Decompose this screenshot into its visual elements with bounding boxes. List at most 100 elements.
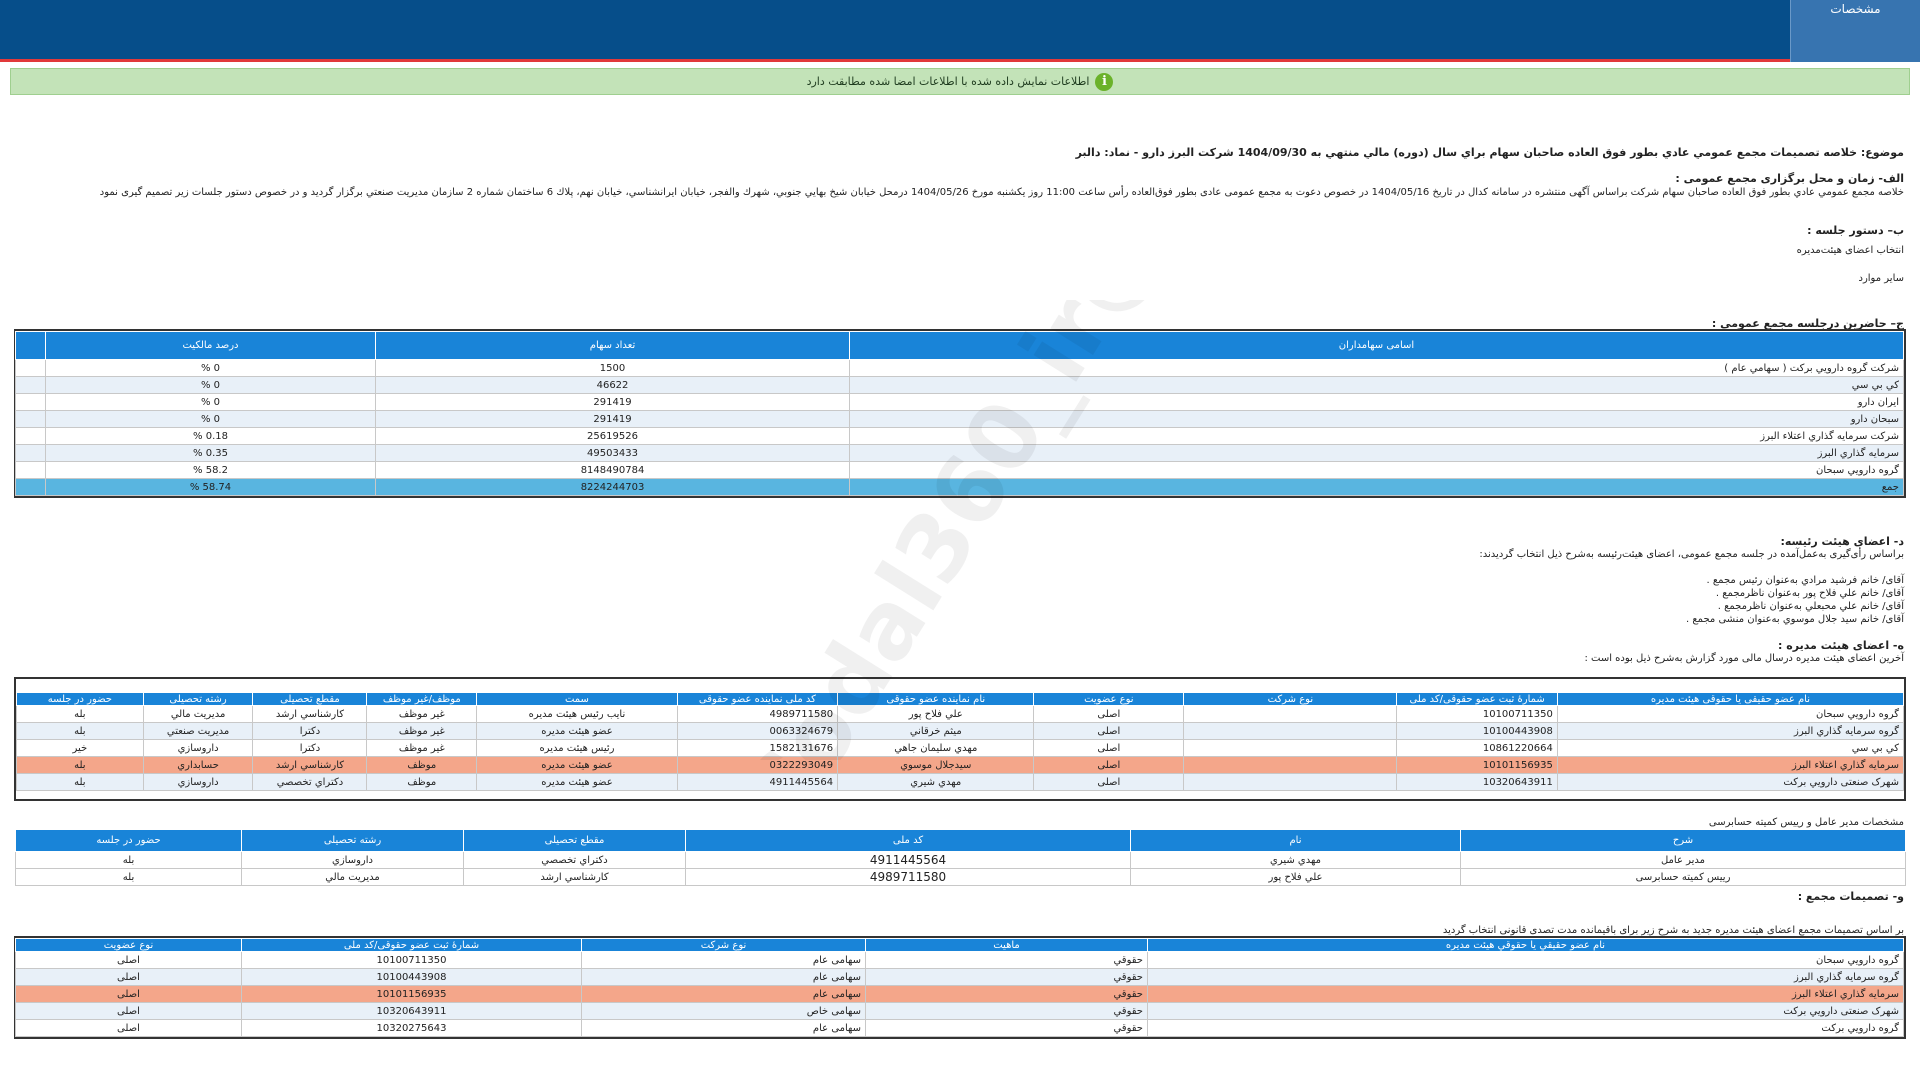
member-name: سرمايه گذاري اعتلاء البرز (1147, 985, 1904, 1003)
representative-name: علي فلاح پور (837, 705, 1035, 723)
verification-notice: i اطلاعات نمایش داده شده با اطلاعات امضا… (10, 68, 1910, 95)
ceo-audit-table: شرح نام کد ملی مقطع تحصیلی رشته تحصیلی ح… (15, 829, 1906, 886)
member-name: گروه سرمايه گذاري البرز (1147, 968, 1904, 986)
attendance: بله (16, 705, 144, 723)
member-id: 10100711350 (241, 951, 582, 969)
total-row: جمع 8224244703 58.74 % (15, 478, 1904, 496)
table-row: شهرک صنعتی دارويي برکت حقوقي سهامی خاص 1032… (15, 1002, 1904, 1020)
col-header: درصد مالکیت (45, 331, 376, 360)
section-c-title: ج– حاضرین درجلسه مجمع عمومی : (1711, 317, 1904, 330)
position: عضو هيئت مديره (476, 756, 678, 774)
col-header: ماهيت (865, 938, 1148, 952)
company-type (1183, 722, 1398, 740)
member-nature: حقوقي (865, 968, 1148, 986)
member-name: كي بي سي (1556, 739, 1905, 757)
col-header: نام نماينده عضو حقوقی (837, 692, 1035, 706)
company-type: سهامی عام (581, 951, 866, 969)
table-row: گروه دارويي سبحان 8148490784 58.2 % (15, 461, 1904, 479)
notice-text: اطلاعات نمایش داده شده با اطلاعات امضا ش… (806, 75, 1090, 88)
member-id: 10320643911 (1396, 773, 1558, 791)
representative-name: مهدي سليمان جاهي (837, 739, 1035, 757)
table-row: مدیر عامل مهدي شيري 4911445564 دكتراي تخصصي… (15, 851, 1906, 869)
table-row: گروه دارويي سبحان 10100711350 اصلی علي فلاح… (16, 705, 1905, 723)
person-name: مهدي شيري (1130, 851, 1461, 869)
membership-type: اصلی (1033, 739, 1185, 757)
board-members-table: نام عضو حقیقی یا حقوقی هیئت مدیره شمارۀ … (14, 677, 1906, 801)
member-id: 10100443908 (1396, 722, 1558, 740)
agenda-item: سایر موارد (1858, 273, 1905, 284)
membership-type: اصلی (15, 968, 242, 986)
table-row: كي بي سي 10861220664 اصلی مهدي سليمان جاهي 1… (16, 739, 1905, 757)
field: مديريت مالي (142, 705, 254, 723)
company-type: سهامی عام (581, 1019, 866, 1037)
duty-status: غير موظف (366, 705, 478, 723)
total-share-count: 8224244703 (375, 478, 850, 496)
shareholder-name: گروه دارويي سبحان (849, 461, 1904, 479)
col-header: اسامی سهامداران (849, 331, 1904, 360)
membership-type: اصلی (1033, 773, 1185, 791)
company-type: سهامی عام (581, 968, 866, 986)
col-header: رشته تحصیلی (142, 692, 254, 706)
ownership-percent: 0 % (45, 376, 376, 394)
share-count: 8148490784 (375, 461, 850, 479)
member-id: 10101156935 (241, 985, 582, 1003)
new-board-table: نام عضو حقيقي يا حقوقي هيئت مديره ماهيت … (14, 936, 1906, 1039)
table-row: شهرک صنعتی دارويي برکت 10320643911 اصلی مهد… (16, 773, 1905, 791)
company-type (1183, 705, 1398, 723)
degree: دكترا (252, 739, 368, 757)
member-id: 10320275643 (241, 1019, 582, 1037)
share-count: 1500 (375, 359, 850, 377)
degree: دكتراي تخصصي (252, 773, 368, 791)
table-row: گروه دارويي سبحان حقوقي سهامی عام 101007113… (15, 951, 1904, 969)
col-header: مقطع تحصیلی (463, 829, 686, 852)
member-id: 10100443908 (241, 968, 582, 986)
degree: كارشناسي ارشد (463, 868, 686, 886)
position: عضو هيئت مديره (476, 722, 678, 740)
membership-type: اصلی (15, 1019, 242, 1037)
info-icon: i (1095, 72, 1114, 91)
shareholders-table: اسامی سهامداران تعداد سهام درصد مالکیت ش… (14, 329, 1906, 498)
field: داروسازي (142, 773, 254, 791)
presiding-member: آقای/ خانم علي محبعلي به‌عنوان ناظرمجمع … (1717, 601, 1904, 612)
representative-name: ميثم خرقاني (837, 722, 1035, 740)
table-row-highlighted: سرمايه گذاري اعتلاء البرز حقوقي سهامی عام 1… (15, 985, 1904, 1003)
section-f-title: و- تصمیمات مجمع : (1797, 890, 1904, 903)
membership-type: اصلی (15, 951, 242, 969)
person-name: علي فلاح پور (1130, 868, 1461, 886)
degree: كارشناسي ارشد (252, 705, 368, 723)
company-type (1183, 756, 1398, 774)
section-a-title: الف- زمان و محل برگزاری مجمع عمومی : (1675, 172, 1904, 185)
representative-id: 4911445564 (676, 773, 839, 791)
duty-status: غير موظف (366, 739, 478, 757)
table-row: ايران دارو 291419 0 % (15, 393, 1904, 411)
representative-id: 1582131676 (676, 739, 839, 757)
tab-specifications[interactable]: مشخصات (1790, 0, 1920, 62)
share-count: 25619526 (375, 427, 850, 445)
shareholder-name: سبحان دارو (849, 410, 1904, 428)
member-id: 10861220664 (1396, 739, 1558, 757)
company-type: سهامی عام (581, 985, 866, 1003)
col-header: تعداد سهام (375, 331, 850, 360)
attendance: بله (16, 756, 144, 774)
page-subject: موضوع: خلاصه تصمیمات مجمع عمومي عادي بطو… (1075, 146, 1904, 159)
table-row: گروه سرمايه گذاري البرز 10100443908 اصلی مي… (16, 722, 1905, 740)
shareholder-name: كي بي سي (849, 376, 1904, 394)
presiding-member: آقای/ خانم سيد جلال موسوي به‌عنوان منشی … (1686, 614, 1904, 625)
attendance: بله (15, 851, 242, 869)
representative-id: 0322293049 (676, 756, 839, 774)
share-count: 291419 (375, 393, 850, 411)
shareholder-name: شركت گروه دارويي بركت ( سهامي عام ) (849, 359, 1904, 377)
degree: دكترا (252, 722, 368, 740)
member-name: گروه دارويي سبحان (1147, 951, 1904, 969)
col-header: شمارۀ ثبت عضو حقوقی/کد ملی (1396, 692, 1558, 706)
table-row: شركت سرمايه گذاري اعتلاء البرز 25619526 0.… (15, 427, 1904, 445)
col-header: شرح (1460, 829, 1906, 852)
presiding-member: آقای/ خانم فرشيد مرادي به‌عنوان رئیس مجم… (1706, 575, 1905, 586)
ownership-percent: 0 % (45, 393, 376, 411)
member-name: سرمايه گذاري اعتلاء البرز (1556, 756, 1905, 774)
membership-type: اصلی (1033, 756, 1185, 774)
representative-id: 0063324679 (676, 722, 839, 740)
attendance: بله (16, 773, 144, 791)
shareholder-name: ايران دارو (849, 393, 1904, 411)
company-type (1183, 739, 1398, 757)
